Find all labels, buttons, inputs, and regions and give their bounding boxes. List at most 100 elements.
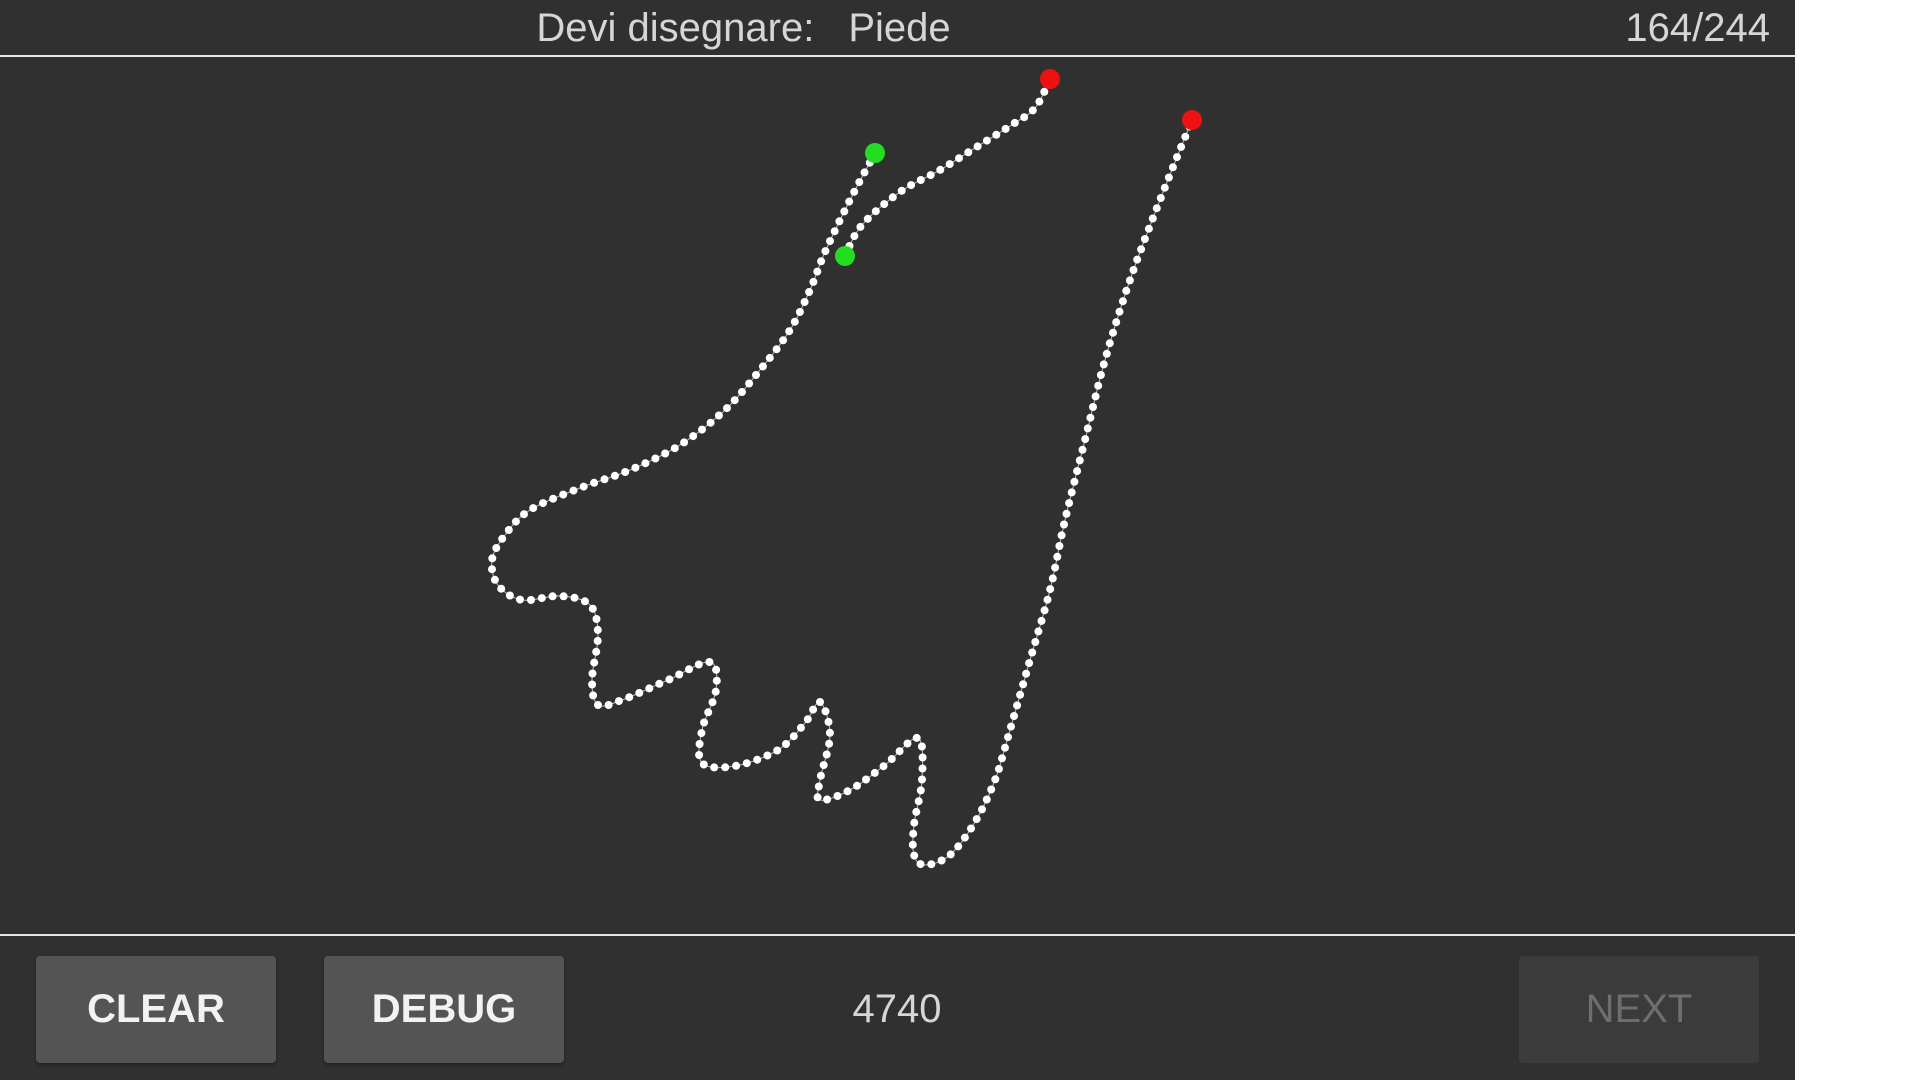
stroke-point — [698, 425, 706, 434]
stroke-point — [926, 171, 935, 180]
stroke-point — [721, 763, 730, 772]
stroke-point — [773, 746, 782, 755]
debug-button[interactable]: DEBUG — [324, 956, 564, 1063]
stroke-point — [918, 775, 926, 784]
stroke-point — [1057, 531, 1066, 540]
stroke-point — [631, 463, 640, 472]
stroke-point — [1040, 87, 1049, 96]
stroke-point — [600, 475, 609, 484]
stroke-point — [1156, 194, 1165, 202]
stroke-point — [763, 751, 772, 760]
stroke-point — [592, 615, 601, 623]
stroke-point — [699, 760, 708, 769]
draw-prompt: Devi disegnare: Piede — [0, 0, 1795, 57]
stroke-point — [1067, 488, 1076, 497]
stroke-point — [1152, 204, 1161, 213]
stroke-point — [589, 691, 598, 700]
stroke-point — [830, 227, 839, 236]
stroke-point — [879, 762, 888, 771]
footer-bar: CLEAR DEBUG 4740 NEXT — [0, 934, 1795, 1080]
stroke-point — [843, 787, 852, 796]
stroke-point — [712, 676, 721, 685]
stroke-point — [752, 371, 760, 379]
header-bar: Devi disegnare: Piede 164/244 — [0, 0, 1795, 57]
stroke-point — [1020, 113, 1029, 122]
stroke-point — [1001, 124, 1010, 133]
stroke-point — [1062, 509, 1071, 518]
stroke-point — [1075, 456, 1084, 465]
stroke-point — [641, 459, 650, 468]
stroke-point — [706, 418, 715, 427]
stroke-point — [809, 705, 818, 714]
stroke-point — [796, 723, 805, 732]
stroke-point — [497, 584, 506, 593]
stroke-point — [814, 782, 823, 791]
stroke-point — [982, 136, 991, 145]
drawing-svg[interactable] — [0, 57, 1795, 934]
stroke-point — [730, 396, 739, 405]
stroke-point — [1133, 255, 1142, 264]
stroke-point — [1010, 118, 1019, 127]
stroke-point — [1140, 235, 1149, 243]
stroke-path — [844, 78, 1051, 257]
stroke-point — [1019, 680, 1028, 689]
stroke-point — [665, 675, 674, 684]
stroke-point — [614, 697, 623, 706]
next-button[interactable]: NEXT — [1519, 956, 1759, 1063]
stroke-point — [1073, 467, 1082, 476]
stroke-point — [1164, 173, 1173, 182]
stroke-point — [823, 795, 832, 804]
stroke-point — [594, 701, 602, 709]
stroke-point — [695, 751, 704, 759]
stroke-end-marker — [1040, 69, 1060, 89]
stroke-point — [593, 625, 602, 634]
stroke-point — [1022, 669, 1031, 678]
stroke-point — [1122, 286, 1131, 295]
stroke-point — [1010, 712, 1018, 720]
stroke-point — [645, 684, 654, 693]
stroke-point — [569, 486, 578, 495]
stroke-point — [863, 214, 872, 223]
stroke-point — [821, 707, 830, 716]
stroke-point — [708, 698, 717, 707]
stroke-point — [835, 217, 844, 226]
stroke-point — [816, 698, 824, 706]
stroke-point — [765, 353, 774, 362]
stroke-point — [1051, 563, 1060, 572]
stroke-point — [697, 729, 706, 738]
stroke-point — [1125, 276, 1134, 285]
stroke-point — [504, 526, 513, 534]
clear-button[interactable]: CLEAR — [36, 956, 276, 1063]
stroke-point — [1144, 224, 1153, 233]
app-window: Devi disegnare: Piede 164/244 CLEAR DEBU… — [0, 0, 1795, 1080]
stroke-point — [782, 740, 790, 748]
stroke-point — [529, 504, 538, 513]
stroke-point — [695, 740, 704, 748]
stroke-point — [1086, 413, 1095, 422]
stroke-point — [1173, 153, 1181, 162]
stroke-point — [822, 750, 831, 759]
stroke-point — [955, 154, 963, 163]
stroke-point — [488, 554, 497, 563]
stroke-point — [1115, 307, 1124, 316]
stroke-point — [1043, 595, 1052, 604]
stroke-point — [675, 670, 684, 679]
stroke-point — [711, 687, 720, 696]
stroke-point — [850, 232, 859, 241]
stroke-point — [559, 490, 568, 499]
stroke-point — [694, 660, 703, 669]
stroke-point — [539, 499, 547, 508]
stroke-point — [916, 786, 925, 795]
stroke-point — [1118, 297, 1127, 306]
stroke-point — [1083, 424, 1092, 433]
stroke-point — [817, 257, 826, 266]
stroke-point — [1105, 339, 1114, 348]
stroke-point — [916, 176, 925, 184]
stroke-point — [927, 860, 936, 869]
stroke-point — [856, 222, 865, 231]
drawing-canvas[interactable] — [0, 57, 1795, 934]
stroke-point — [821, 247, 830, 256]
stroke-point — [593, 636, 602, 645]
stroke-point — [689, 432, 698, 441]
stroke-point — [1035, 97, 1044, 106]
